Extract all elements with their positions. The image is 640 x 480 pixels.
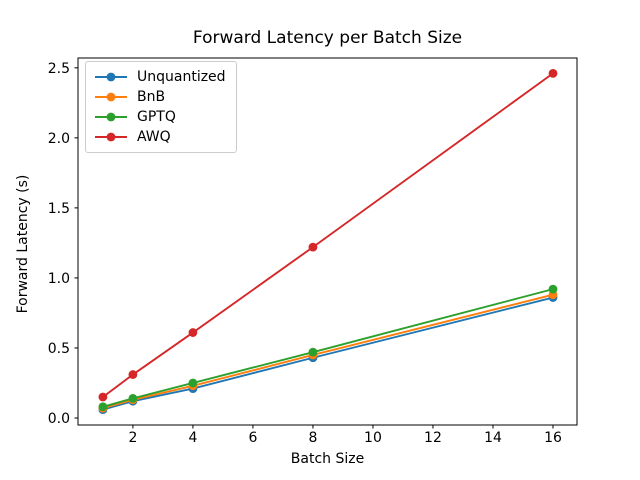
x-tick-label: 10 [364, 430, 382, 446]
x-tick-label: 12 [424, 430, 442, 446]
legend-label-unquantized: Unquantized [137, 69, 226, 85]
y-tick-label: 1.5 [48, 201, 70, 217]
series-line-bnb [101, 293, 554, 410]
legend-circle-sample [106, 112, 116, 122]
x-tick-label: 16 [544, 430, 562, 446]
legend-label-gptq: GPTQ [137, 109, 176, 125]
legend-item-unquantized: Unquantized [93, 67, 226, 87]
axes-spines [77, 57, 578, 426]
data-point-awq [548, 69, 558, 78]
legend-label-awq: AWQ [137, 129, 171, 145]
y-tick-label: 1.0 [48, 271, 70, 287]
data-point-awq [98, 392, 108, 402]
data-point-gptq [548, 284, 558, 294]
y-tick-label: 2.5 [48, 61, 70, 77]
legend-item-gptq: GPTQ [93, 107, 226, 127]
data-point-gptq [98, 402, 108, 412]
y-tick-label: 0.0 [48, 411, 70, 427]
x-axis-ticks: 2 4 6 8 10 12 14 16 [128, 425, 562, 446]
legend-marker-awq [95, 132, 127, 142]
legend-circle-sample [106, 72, 116, 82]
data-point-gptq [308, 347, 318, 357]
data-point-awq [308, 242, 318, 252]
legend-circle-sample [106, 132, 116, 142]
x-tick-label: 8 [308, 430, 317, 446]
data-point-gptq [188, 378, 198, 388]
y-axis-label: Forward Latency (s) [15, 174, 31, 314]
x-tick-label: 14 [484, 430, 502, 446]
x-axis-label: Batch Size [290, 451, 365, 467]
legend-item-awq: AWQ [93, 127, 226, 147]
series-gptq [98, 284, 558, 412]
legend-marker-gptq [95, 112, 127, 122]
chart-title: Forward Latency per Batch Size [192, 28, 463, 48]
legend-marker-unquantized [95, 72, 127, 82]
legend: Unquantized BnB GPTQ AWQ [85, 61, 237, 153]
data-point-gptq [128, 393, 138, 403]
series-line-unquantized [101, 296, 554, 411]
x-tick-label: 6 [248, 430, 257, 446]
x-tick-label: 4 [188, 430, 197, 446]
y-axis-ticks: 0.0 0.5 1.0 1.5 2.0 2.5 [48, 61, 78, 427]
y-tick-label: 2.0 [48, 131, 70, 147]
data-point-awq [128, 370, 138, 379]
data-point-awq [188, 328, 198, 337]
legend-marker-bnb [95, 92, 127, 102]
y-tick-label: 0.5 [48, 341, 70, 357]
legend-item-bnb: BnB [93, 87, 226, 107]
series-awq [98, 69, 558, 402]
x-tick-label: 2 [128, 430, 137, 446]
legend-label-bnb: BnB [137, 89, 166, 105]
legend-circle-sample [106, 92, 116, 102]
